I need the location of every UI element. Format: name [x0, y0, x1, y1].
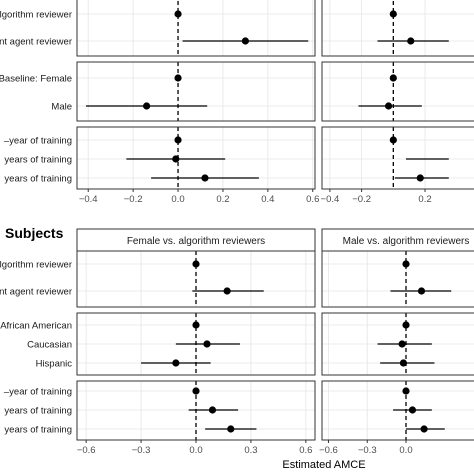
subjects-title: Subjects [5, 225, 64, 241]
x-tick-label: 0.3 [244, 445, 257, 456]
estimate-point [389, 10, 397, 18]
estimate-point [402, 321, 410, 329]
estimate-point [208, 406, 217, 414]
row-label: Hispanic [36, 359, 73, 370]
row-label: Male [51, 102, 72, 113]
facet-panel-background [322, 127, 474, 189]
x-tick-label: 0.6 [299, 445, 312, 456]
facet-panel-border [76, 61, 316, 122]
estimate-point [417, 287, 426, 295]
estimate-point [172, 155, 180, 163]
row-label: algorithm reviewer [0, 10, 72, 21]
facet-panel-border [321, 0, 474, 57]
estimate-point [384, 102, 393, 110]
estimate-point [192, 387, 200, 395]
row-label: years of training [4, 174, 72, 185]
facet-panel-background [322, 251, 474, 307]
x-tick-label: −0.6 [319, 445, 338, 456]
x-tick-label: −0.3 [132, 445, 151, 456]
estimate-point [174, 136, 182, 144]
estimate-point [172, 359, 180, 367]
estimate-point [174, 10, 182, 18]
panel-strip-title: Male vs. algorithm reviewers [343, 236, 470, 247]
row-label: nt agent reviewer [0, 287, 72, 298]
estimate-point [203, 340, 211, 348]
x-tick-label: −0.6 [77, 445, 96, 456]
estimate-point [389, 136, 397, 144]
row-label: –year of training [4, 387, 72, 398]
facet-panel-background [322, 0, 474, 56]
estimate-point [201, 174, 209, 182]
estimate-point [174, 74, 182, 82]
x-tick-label: −0.4 [79, 194, 98, 205]
facet-panel-border [321, 61, 474, 122]
facet-panel-border [321, 250, 474, 308]
x-tick-label: −0.4 [321, 194, 340, 205]
x-tick-label: 0.2 [216, 194, 229, 205]
x-tick-label: 0.2 [418, 194, 431, 205]
facet-panel-border [321, 312, 474, 376]
estimate-point [399, 359, 408, 367]
facet-panel-background [77, 0, 315, 56]
x-tick-label: 0.6 [306, 194, 319, 205]
facet-panel-border [76, 126, 316, 190]
estimate-point [408, 406, 417, 414]
row-label: Caucasian [27, 340, 72, 351]
x-axis-title: Estimated AMCE [282, 459, 365, 471]
x-tick-label: −0.2 [352, 194, 371, 205]
row-label: lgorithm reviewer [0, 260, 72, 271]
row-label: years of training [4, 425, 72, 436]
facet-panel-border [76, 312, 316, 376]
row-label: African American [0, 321, 72, 332]
x-tick-label: 0.0 [399, 445, 412, 456]
estimate-point [223, 287, 231, 295]
estimate-point [227, 425, 235, 433]
facet-panel-border [76, 250, 316, 308]
estimate-point [143, 102, 151, 110]
estimate-point [389, 74, 397, 82]
row-label: gent agent reviewer [0, 37, 72, 48]
x-tick-label: 0.0 [189, 445, 202, 456]
panel-strip-title: Female vs. algorithm reviewers [127, 236, 265, 247]
estimate-point [192, 321, 200, 329]
estimate-point [192, 260, 200, 268]
estimate-point [416, 174, 424, 182]
estimate-point [402, 387, 410, 395]
facet-panel-background [322, 62, 474, 121]
row-label: years of training [4, 155, 72, 166]
x-tick-label: −0.3 [358, 445, 377, 456]
estimate-point [398, 340, 406, 348]
facet-panel-border [321, 126, 474, 190]
row-label: Baseline: Female [0, 74, 72, 85]
facet-panel-background [77, 62, 315, 121]
facet-panel-border [76, 0, 316, 57]
row-label: –year of training [4, 136, 72, 147]
x-tick-label: 0.4 [261, 194, 274, 205]
facet-panel-background [77, 127, 315, 189]
estimate-point [402, 260, 410, 268]
x-tick-label: −0.2 [124, 194, 143, 205]
row-label: years of training [4, 406, 72, 417]
estimate-point [407, 37, 415, 45]
estimate-point [241, 37, 249, 45]
x-tick-label: 0.0 [171, 194, 184, 205]
estimate-point [420, 425, 428, 433]
